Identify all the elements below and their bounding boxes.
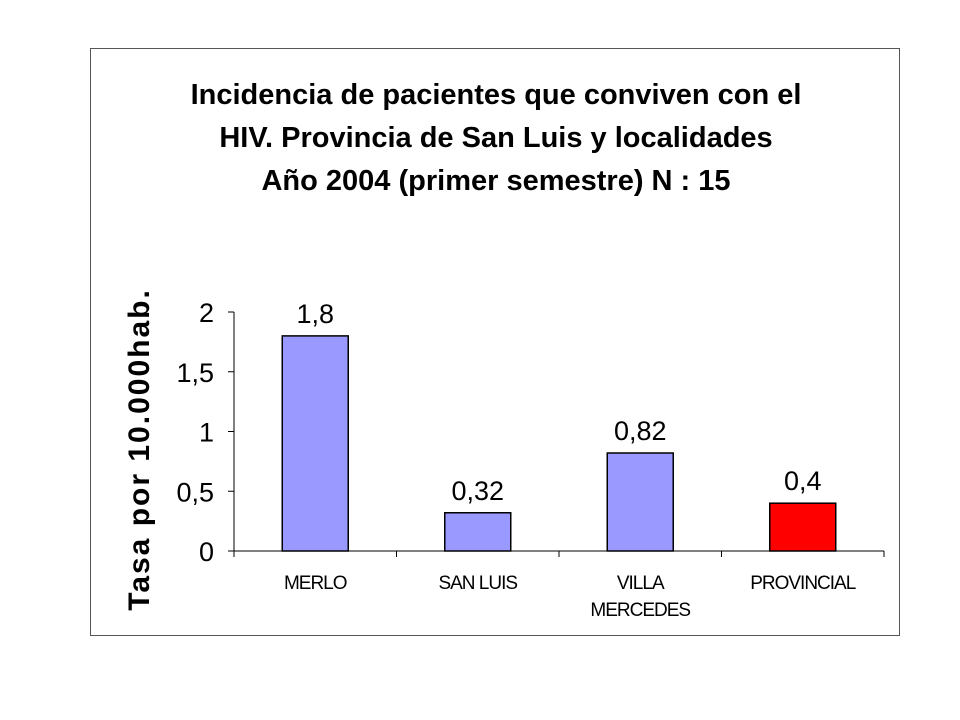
data-label: 0,32 <box>451 476 504 506</box>
y-tick-label: 2 <box>199 298 214 328</box>
y-tick-label: 1 <box>199 418 214 448</box>
data-label: 0,4 <box>784 466 822 496</box>
x-category-label: PROVINCIAL <box>750 573 856 594</box>
chart-frame: Incidencia de pacientes que conviven con… <box>90 48 900 636</box>
bar-merlo <box>281 335 349 552</box>
chart-title-line-3: Año 2004 (primer semestre) N : 15 <box>261 165 731 197</box>
data-label: 0,82 <box>614 416 667 446</box>
x-category-label: MERLO <box>284 573 347 594</box>
y-tick-label: 0 <box>199 537 214 567</box>
chart-title-line-2: HIV. Provincia de San Luis y localidades <box>219 122 773 154</box>
bar-san-luis <box>444 512 512 552</box>
x-category-label: MERCEDES <box>590 600 690 621</box>
x-category-label: VILLA <box>617 573 665 594</box>
chart-title: Incidencia de pacientes que conviven con… <box>91 74 901 203</box>
chart-title-line-1: Incidencia de pacientes que conviven con… <box>190 79 802 111</box>
y-tick-label: 1,5 <box>176 358 214 388</box>
bar-villa-mercedes <box>606 452 674 552</box>
x-category-label: SAN LUIS <box>438 573 517 594</box>
chart-plot: 0 0,5 1 1,5 2 1,8 MERLO 0,32 SAN LUIS 0,82 VILLA ME… <box>123 288 885 621</box>
bar-provincial <box>769 502 837 552</box>
y-axis-title: Tasa por 10.000hab. <box>123 288 156 611</box>
y-tick-label: 0,5 <box>176 477 214 507</box>
data-label: 1,8 <box>296 299 334 329</box>
